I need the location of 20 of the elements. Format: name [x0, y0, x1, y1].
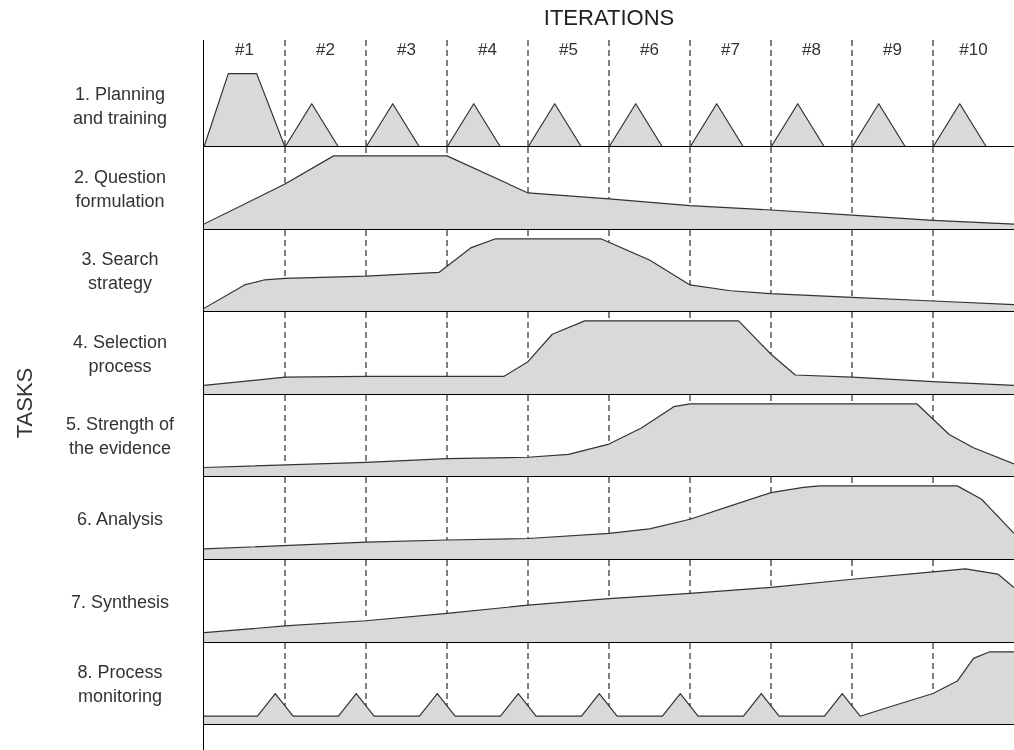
x-tick-label: #2: [316, 40, 335, 60]
x-tick-label: #6: [640, 40, 659, 60]
x-tick-label: #7: [721, 40, 740, 60]
x-tick-label: #4: [478, 40, 497, 60]
y-axis-title: 2. Question formulation: [72, 165, 168, 213]
x-tick-label: #9: [883, 40, 902, 60]
y-axis-title: 7. Synthesis: [69, 590, 171, 614]
y-axis-title: 4. Selection process: [71, 330, 169, 378]
x-tick-label: #3: [397, 40, 416, 60]
y-axis-title: 3. Search strategy: [80, 248, 160, 295]
y-axis-title: 5. Strength of the evidence: [64, 413, 176, 460]
y-axis-title: 8. Process monitoring: [76, 661, 164, 708]
y-axis-title: 6. Analysis: [75, 507, 164, 531]
x-tick-label: #10: [959, 40, 988, 60]
text: TASKS: [12, 366, 38, 441]
x-tick-label: #1: [235, 40, 254, 60]
x-tick-label: #8: [802, 40, 821, 60]
x-axis-title: ITERATIONS: [543, 5, 675, 31]
y-axis-title: 1. Planning and training: [71, 83, 169, 130]
x-tick-label: #5: [559, 40, 578, 60]
